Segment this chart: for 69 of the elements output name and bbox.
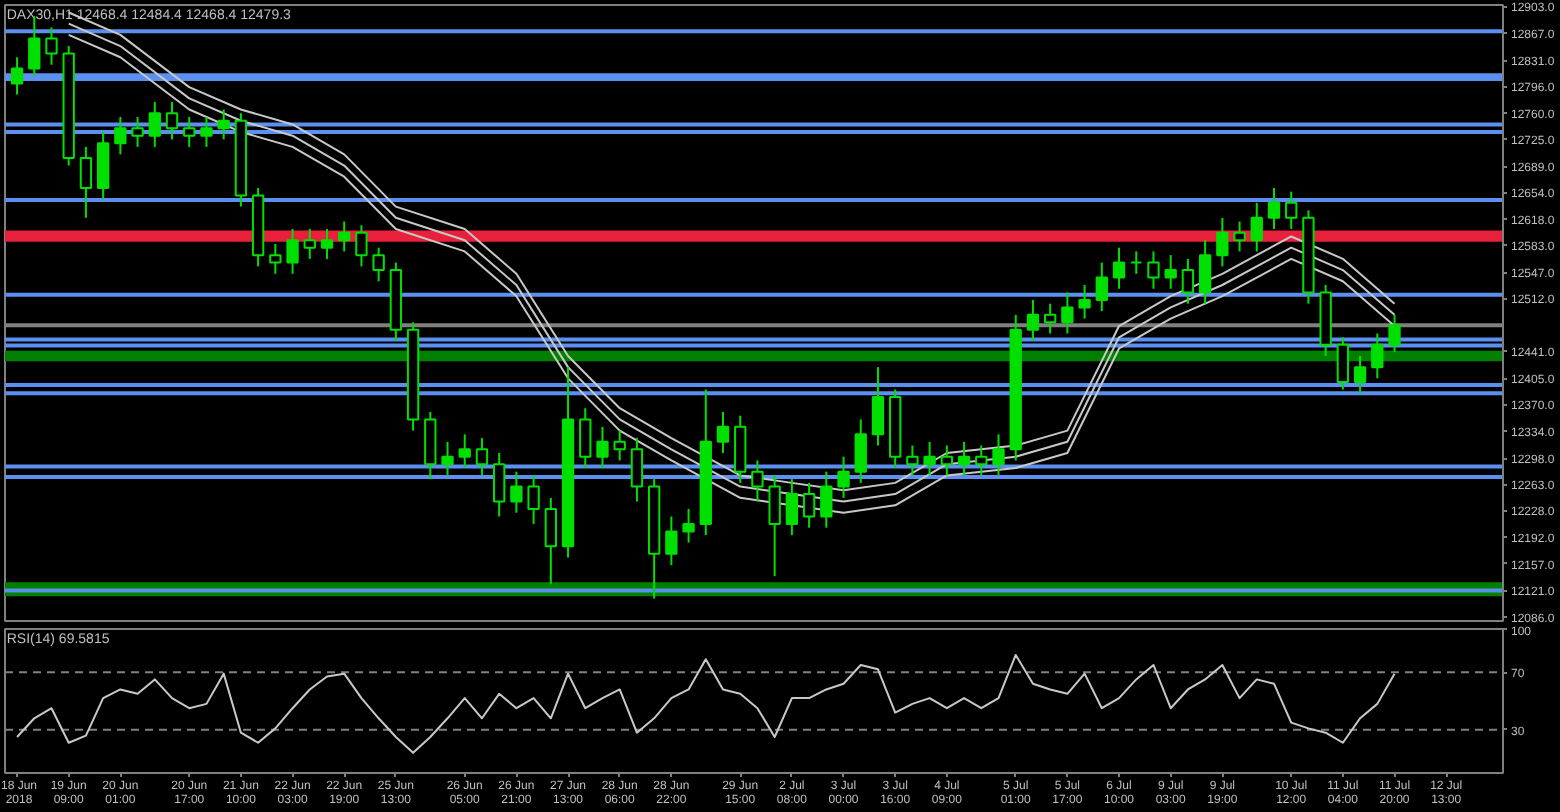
candlestick xyxy=(1267,186,1281,230)
candlestick xyxy=(923,440,936,477)
candlestick xyxy=(79,145,93,219)
candlestick xyxy=(1147,250,1160,290)
candlestick xyxy=(992,433,1005,477)
line-series xyxy=(16,653,1396,754)
candlestick xyxy=(1130,250,1143,275)
candlestick xyxy=(1112,246,1126,290)
candlestick xyxy=(424,410,437,481)
candlestick xyxy=(1061,291,1074,335)
candlestick xyxy=(355,224,368,268)
candlestick xyxy=(734,414,747,484)
candlestick xyxy=(785,478,799,537)
candlestick xyxy=(131,116,144,148)
candlestick xyxy=(682,508,695,544)
candlestick xyxy=(768,474,781,578)
candlestick xyxy=(527,474,540,525)
candlestick xyxy=(1250,201,1263,253)
candlestick xyxy=(1198,239,1212,305)
candlestick xyxy=(906,444,919,477)
candlestick xyxy=(1336,336,1350,391)
candlestick xyxy=(1216,216,1229,268)
candlestick xyxy=(1095,261,1108,313)
candlestick xyxy=(493,452,506,518)
candlestick xyxy=(1164,254,1177,290)
candlestick xyxy=(613,429,626,462)
candlestick xyxy=(303,228,316,260)
candlestick xyxy=(1353,354,1367,395)
candlestick xyxy=(1078,284,1091,320)
candlestick xyxy=(510,470,523,514)
candlestick xyxy=(596,425,609,469)
candlestick xyxy=(957,440,971,477)
candlestick xyxy=(854,418,867,484)
candlestick xyxy=(751,459,764,503)
candlestick xyxy=(716,410,730,454)
candlestick xyxy=(148,101,161,148)
candlestick xyxy=(1043,302,1057,335)
candlestick xyxy=(544,496,557,585)
candlestick xyxy=(1371,332,1384,380)
candlestick xyxy=(1181,257,1195,305)
candlestick xyxy=(630,437,644,503)
candlestick xyxy=(579,407,592,469)
candlestick xyxy=(10,56,24,96)
candlestick xyxy=(286,228,299,275)
candlestick xyxy=(940,444,954,477)
candlestick xyxy=(1026,298,1040,342)
candlestick xyxy=(183,116,196,148)
candlestick xyxy=(837,455,850,499)
candlestick xyxy=(458,433,471,469)
candlestick xyxy=(1233,220,1246,253)
candlestick xyxy=(475,437,489,477)
candlestick xyxy=(114,116,127,156)
candlestick xyxy=(200,116,213,148)
candlestick xyxy=(1388,313,1401,354)
candlestick xyxy=(269,242,282,275)
candlestick xyxy=(217,108,230,141)
candlestick xyxy=(665,515,678,566)
candlestick xyxy=(975,444,988,477)
candlestick xyxy=(320,228,334,260)
candlestick xyxy=(338,220,351,253)
candlestick xyxy=(820,470,833,529)
candlestick xyxy=(802,481,816,529)
candlestick xyxy=(1285,190,1298,230)
candlestick xyxy=(45,26,58,66)
candlestick xyxy=(96,130,110,201)
candlestick xyxy=(165,101,179,141)
candlestick xyxy=(871,366,885,447)
candlestick xyxy=(441,440,454,477)
candlestick xyxy=(372,246,385,283)
